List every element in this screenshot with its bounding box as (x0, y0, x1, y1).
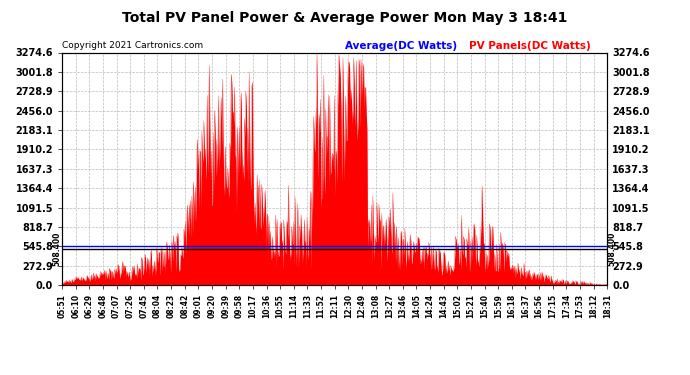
Text: 508.400: 508.400 (52, 232, 61, 266)
Text: Copyright 2021 Cartronics.com: Copyright 2021 Cartronics.com (62, 41, 204, 50)
Text: PV Panels(DC Watts): PV Panels(DC Watts) (469, 41, 591, 51)
Text: Total PV Panel Power & Average Power Mon May 3 18:41: Total PV Panel Power & Average Power Mon… (122, 11, 568, 25)
Text: Average(DC Watts): Average(DC Watts) (345, 41, 457, 51)
Text: 508.400: 508.400 (608, 232, 617, 266)
